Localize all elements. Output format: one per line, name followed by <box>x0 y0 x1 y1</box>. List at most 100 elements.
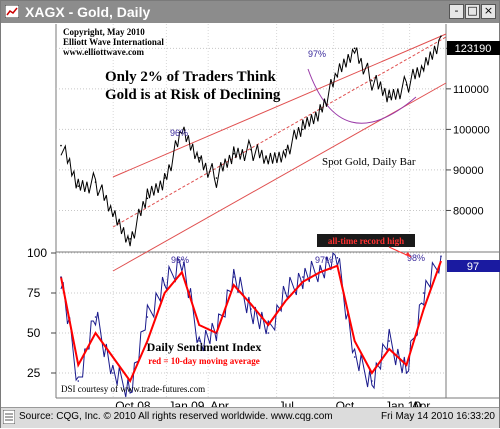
gold-price-point <box>112 213 114 216</box>
price-axis-ticks: 8000090000100000110000120000 <box>446 43 490 217</box>
dsi-point <box>405 372 408 374</box>
title-bar: XAGX - Gold, Daily - □ × <box>1 1 499 23</box>
gold-price-point <box>77 185 80 187</box>
record-high-label: all-time record high <box>328 236 404 246</box>
copyright-line-1: Copyright, May 2010 <box>63 27 145 37</box>
grid <box>56 24 446 398</box>
window-title: XAGX - Gold, Daily <box>25 4 151 20</box>
sentiment-plot-area <box>56 253 446 398</box>
price-tick-label: 100000 <box>453 124 490 136</box>
dsi-point <box>112 372 114 374</box>
gold-price-line <box>60 35 442 247</box>
gold-price-point <box>405 84 408 86</box>
dsi-point <box>198 340 200 342</box>
copyright-line-2: Elliott Wave International <box>63 37 164 47</box>
dsi-tick-label: 50 <box>27 326 41 340</box>
footer-bar: Source: CQG, Inc. © 2010 All rights rese… <box>1 407 499 428</box>
dsi-point <box>129 388 131 390</box>
dsi-point <box>146 316 149 318</box>
price-tick-label: 90000 <box>453 165 484 177</box>
dsi-credit: DSI courtesy of www.trade-futures.com <box>61 384 205 394</box>
annotation-96-price: 96% <box>170 128 188 138</box>
gold-price-point <box>267 161 270 163</box>
headline-line-1: Only 2% of Traders Think <box>105 69 277 85</box>
price-last-value-box <box>447 41 500 55</box>
dsi-point <box>163 284 166 286</box>
gold-price-point <box>250 148 252 151</box>
gold-price-point <box>336 75 339 78</box>
gold-price-point <box>232 152 235 155</box>
gold-price-point <box>60 144 62 147</box>
gold-price-point <box>422 67 425 70</box>
dsi-point <box>267 332 270 334</box>
chart-app-icon <box>5 5 19 18</box>
dsi-point <box>440 255 442 257</box>
dsi-point <box>353 356 356 358</box>
footer-copyright: Source: CQG, Inc. © 2010 All rights rese… <box>19 411 333 422</box>
dsi-tick-label: 100 <box>27 246 47 260</box>
dsi-point <box>336 257 339 259</box>
gold-price-point <box>94 181 97 183</box>
annotation-97-price: 97% <box>308 49 326 59</box>
sentiment-last-value: 97 <box>467 261 479 273</box>
dsi-point <box>388 340 390 342</box>
footer-timestamp: Fri May 14 2010 16:33:20 <box>381 411 495 422</box>
minimize-button[interactable]: - <box>449 4 464 19</box>
gold-price-point <box>146 197 149 200</box>
dsi-point <box>232 276 235 278</box>
gold-price-point <box>440 35 442 37</box>
dsi-point <box>60 276 62 278</box>
price-plot-area <box>56 24 446 251</box>
channel-mid-line <box>112 36 447 228</box>
rounding-arc <box>307 68 417 124</box>
headline-line-2: Gold is at Risk of Declining <box>105 87 281 103</box>
dsi-point <box>319 268 321 270</box>
gold-price-point <box>319 108 321 110</box>
gold-price-point <box>371 79 373 82</box>
price-tick-label: 110000 <box>453 84 489 96</box>
price-tick-label: 80000 <box>453 205 484 217</box>
dsi-point <box>371 380 373 382</box>
gold-price-point <box>284 148 287 151</box>
sentiment-last-value-box <box>447 260 500 272</box>
dsi-point <box>94 316 97 318</box>
record-high-box <box>317 234 415 247</box>
dsi-axis-ticks: 25 50 75 100 <box>27 246 56 380</box>
dsi-point <box>215 332 218 334</box>
annotation-96-dsi: 96% <box>171 255 189 265</box>
sentiment-title: Daily Sentiment Index <box>147 340 262 354</box>
dsi-series <box>60 251 442 398</box>
price-last-value: 123190 <box>455 43 492 55</box>
gold-price-point <box>388 96 390 98</box>
close-button[interactable]: × <box>481 4 496 19</box>
dsi-tick-label: 75 <box>27 286 41 300</box>
dsi-point <box>77 380 80 382</box>
dsi-point <box>250 308 252 310</box>
dsi-point <box>284 292 287 294</box>
gold-price-point <box>215 177 218 179</box>
maximize-button[interactable]: □ <box>465 4 480 19</box>
dsi-moving-average-line <box>60 260 442 384</box>
gold-price-point <box>353 47 356 50</box>
gold-price-point <box>198 156 200 159</box>
gold-price-point <box>163 177 166 179</box>
channel-lower-line <box>112 82 447 272</box>
gold-price-point <box>129 238 131 240</box>
sentiment-subtitle: red = 10-day moving average <box>148 356 259 366</box>
gold-price-point <box>302 128 304 131</box>
copyright-line-3: www.elliottwave.com <box>63 47 144 57</box>
record-high-arrowhead <box>405 252 411 257</box>
gold-series <box>60 35 442 247</box>
info-icon <box>3 410 15 424</box>
spot-gold-label: Spot Gold, Daily Bar <box>322 156 416 168</box>
dsi-point <box>181 258 183 261</box>
annotation-97-dsi: 97% <box>315 255 333 265</box>
gold-price-point <box>181 132 183 135</box>
dsi-point <box>422 292 425 294</box>
annotation-98-dsi: 98% <box>407 253 425 263</box>
channel-upper-line <box>112 33 447 178</box>
dsi-point <box>302 276 304 278</box>
dsi-tick-label: 25 <box>27 366 41 380</box>
